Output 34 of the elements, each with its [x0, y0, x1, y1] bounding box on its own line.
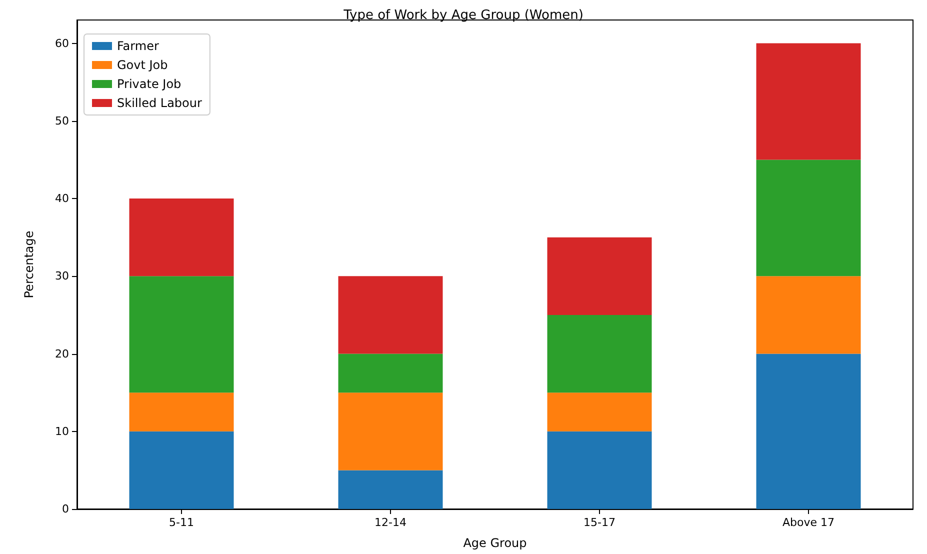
legend-label: Farmer [117, 39, 159, 53]
x-tick-label: Above 17 [782, 516, 835, 529]
y-tick-label: 10 [55, 424, 69, 438]
bar [756, 43, 861, 160]
bar [756, 354, 861, 509]
bar [547, 431, 652, 509]
bar [547, 392, 652, 432]
x-tick-label: 15-17 [584, 516, 616, 529]
chart-title: Type of Work by Age Group (Women) [342, 8, 584, 23]
bar [129, 198, 234, 276]
x-tick-label: 5-11 [169, 516, 194, 529]
bar [129, 392, 234, 432]
bar [547, 237, 652, 315]
y-tick-label: 50 [55, 114, 69, 128]
legend-label: Govt Job [117, 58, 168, 72]
y-axis-title: Percentage [22, 230, 36, 298]
x-axis-title: Age Group [463, 536, 527, 550]
bar [338, 354, 443, 393]
bar [756, 160, 861, 276]
legend-label: Skilled Labour [117, 96, 202, 110]
y-tick-label: 60 [55, 36, 69, 50]
bar [338, 470, 443, 509]
bar [338, 392, 443, 470]
bar [338, 276, 443, 354]
bar [129, 276, 234, 393]
y-tick-label: 0 [62, 502, 69, 516]
bar [756, 276, 861, 354]
bar [129, 431, 234, 509]
y-tick-label: 20 [55, 347, 69, 360]
bar [547, 314, 652, 393]
y-tick-label: 40 [55, 192, 69, 206]
legend-label: Private Job [117, 77, 182, 91]
y-tick-label: 30 [55, 270, 69, 283]
x-tick-label: 12-14 [374, 516, 406, 529]
